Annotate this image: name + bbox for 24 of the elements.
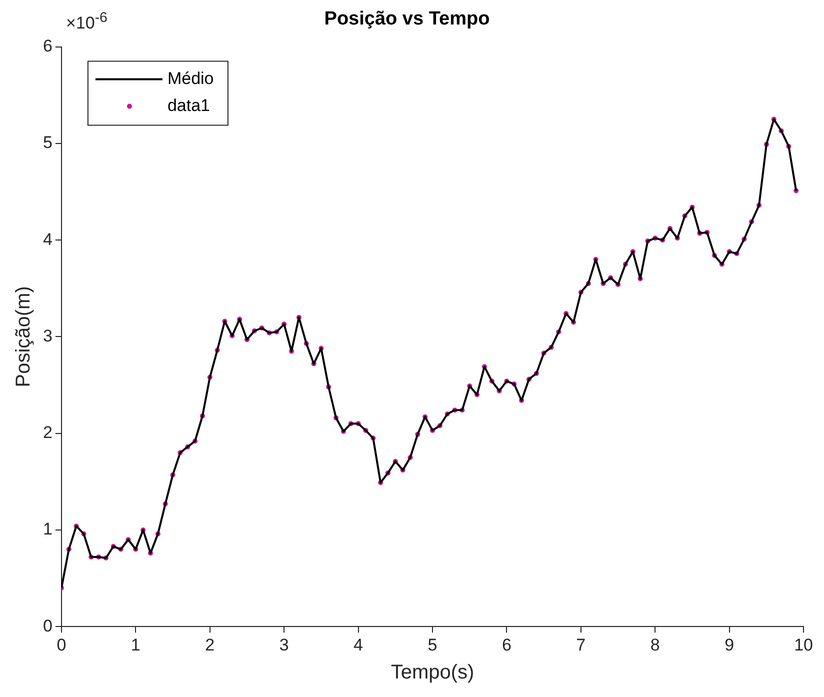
chart-title: Posição vs Tempo <box>324 8 490 30</box>
x-tick-label: 7 <box>576 635 586 654</box>
x-tick-label: 2 <box>205 635 215 654</box>
x-tick-label: 9 <box>724 635 734 654</box>
y-tick-label: 2 <box>42 423 52 442</box>
y-axis-title: Posição(m) <box>12 286 35 388</box>
x-axis-title: Tempo(s) <box>390 662 474 684</box>
legend-label: Médio <box>167 68 214 88</box>
x-tick-label: 5 <box>428 635 438 654</box>
y-tick-label: 3 <box>42 326 52 346</box>
x-tick-label: 0 <box>56 635 66 654</box>
y-tick-label: 6 <box>42 36 52 56</box>
x-tick-label: 4 <box>354 635 364 654</box>
y-tick-label: 4 <box>42 230 52 249</box>
x-tick-label: 6 <box>502 635 512 654</box>
x-tick-label: 3 <box>279 635 289 654</box>
y-tick-label: 1 <box>42 520 52 539</box>
y-tick-label: 5 <box>42 133 52 152</box>
legend-label: data1 <box>167 96 210 115</box>
x-tick-label: 10 <box>794 635 814 654</box>
y-tick-label: 0 <box>42 616 52 636</box>
x-tick-label: 1 <box>130 635 140 654</box>
x-tick-label: 8 <box>650 635 660 654</box>
text: ×10$^{-6}$ <box>66 10 108 34</box>
